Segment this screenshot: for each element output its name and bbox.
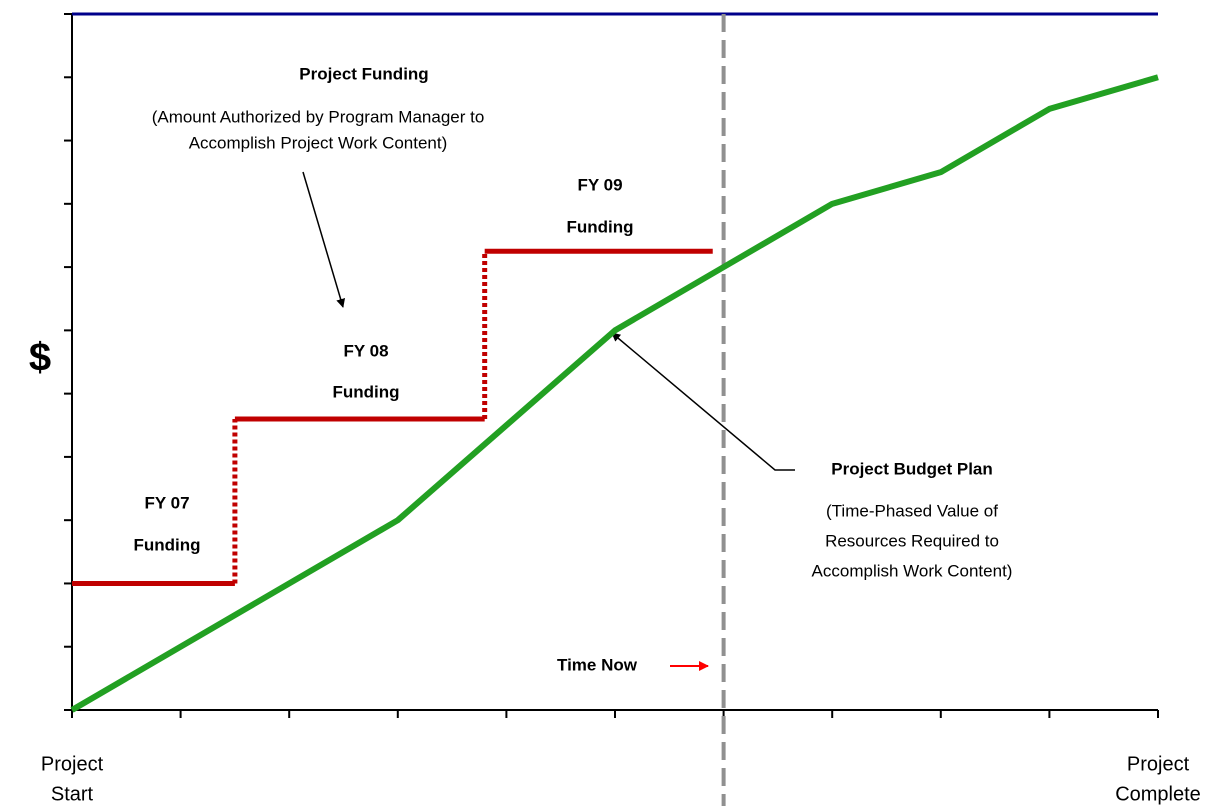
annotation: Funding	[566, 217, 633, 236]
annotation: FY 08	[343, 341, 388, 360]
x-tick-label: Start	[51, 783, 94, 805]
budget-line	[70, 74, 1159, 713]
annotation: Funding	[133, 535, 200, 554]
x-tick-label: Complete	[1115, 783, 1201, 805]
annotation: Resources Required to	[825, 531, 999, 550]
annotation: FY 09	[577, 175, 622, 194]
annotation: FY 07	[144, 493, 189, 512]
annotation: Project Budget Plan	[831, 459, 993, 478]
x-tick-label: Project	[1127, 753, 1190, 775]
annotation: Project Funding	[299, 64, 428, 83]
annotation: Accomplish Work Content)	[812, 561, 1013, 580]
time-now-label: Time Now	[557, 655, 638, 674]
annotation: Funding	[332, 382, 399, 401]
x-tick-label: Project	[41, 753, 104, 775]
funding-arrow	[302, 171, 346, 308]
y-axis-label: $	[29, 336, 51, 380]
annotation: (Time-Phased Value of	[826, 501, 998, 520]
annotation: (Amount Authorized by Program Manager to	[152, 107, 485, 126]
annotation: Accomplish Project Work Content)	[189, 133, 448, 152]
budget-arrow	[611, 332, 795, 471]
